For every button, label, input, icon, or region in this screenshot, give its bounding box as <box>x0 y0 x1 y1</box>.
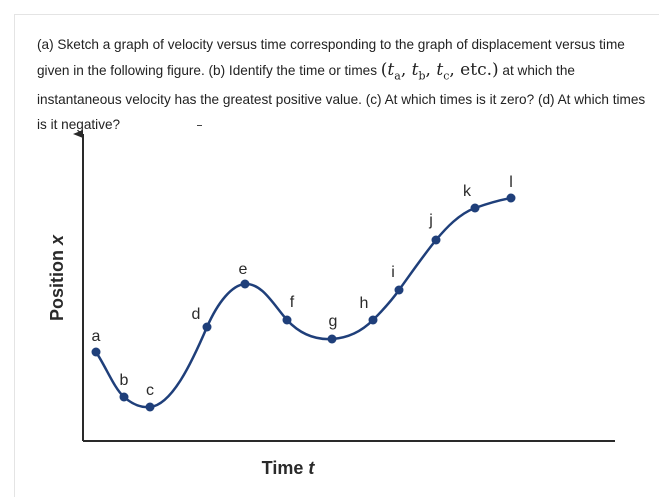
math-sep-3: , <box>449 59 461 80</box>
point-label-g: g <box>329 313 338 330</box>
point-g <box>327 334 337 344</box>
position-curve <box>94 196 513 409</box>
math-sub-a: a <box>394 68 401 82</box>
point-i <box>394 285 404 295</box>
point-label-d: d <box>192 306 201 323</box>
point-e <box>240 279 250 289</box>
point-label-e: e <box>239 261 248 278</box>
point-label-a: a <box>92 328 101 345</box>
y-axis-title: Position x <box>47 234 67 321</box>
math-t-b: t <box>411 59 419 80</box>
math-sub-c: c <box>443 68 450 82</box>
point-l <box>506 193 516 203</box>
math-close-paren: ) <box>492 59 499 80</box>
stray-mark <box>197 125 202 126</box>
point-label-b: b <box>120 372 129 389</box>
point-c <box>145 402 155 412</box>
curve-points: a bc d e f g h i j k l <box>91 174 516 412</box>
point-h <box>368 315 378 325</box>
math-sep-2: , <box>425 59 437 80</box>
math-etc: etc. <box>460 59 492 80</box>
question-text: (a) Sketch a graph of velocity versus ti… <box>37 33 647 137</box>
figure-frame <box>14 14 659 497</box>
point-b <box>119 392 129 402</box>
math-t-a: t <box>387 59 395 80</box>
question-part1: (a) Sketch a graph of velocity versus ti… <box>37 37 625 78</box>
question-part2: at which the instantaneous velocity has … <box>37 62 646 132</box>
point-label-l: l <box>509 174 513 191</box>
point-label-j: j <box>428 212 433 229</box>
point-label-k: k <box>463 183 472 200</box>
point-label-h: h <box>360 295 369 312</box>
x-axis-title: Time t <box>262 458 316 478</box>
math-open-paren: ( <box>380 59 388 80</box>
point-label-f: f <box>290 294 295 311</box>
point-label-i: i <box>391 264 395 281</box>
point-k <box>470 203 480 213</box>
math-sub-b: b <box>418 68 426 82</box>
point-j <box>431 235 441 245</box>
point-a <box>91 347 101 357</box>
point-f <box>282 315 292 325</box>
point-label-c: c <box>146 382 154 399</box>
point-d <box>202 322 212 332</box>
time-list-math: (ta, tb, tc, etc.) <box>380 59 499 82</box>
math-t-c: t <box>436 59 444 80</box>
math-sep-1: , <box>400 59 412 80</box>
